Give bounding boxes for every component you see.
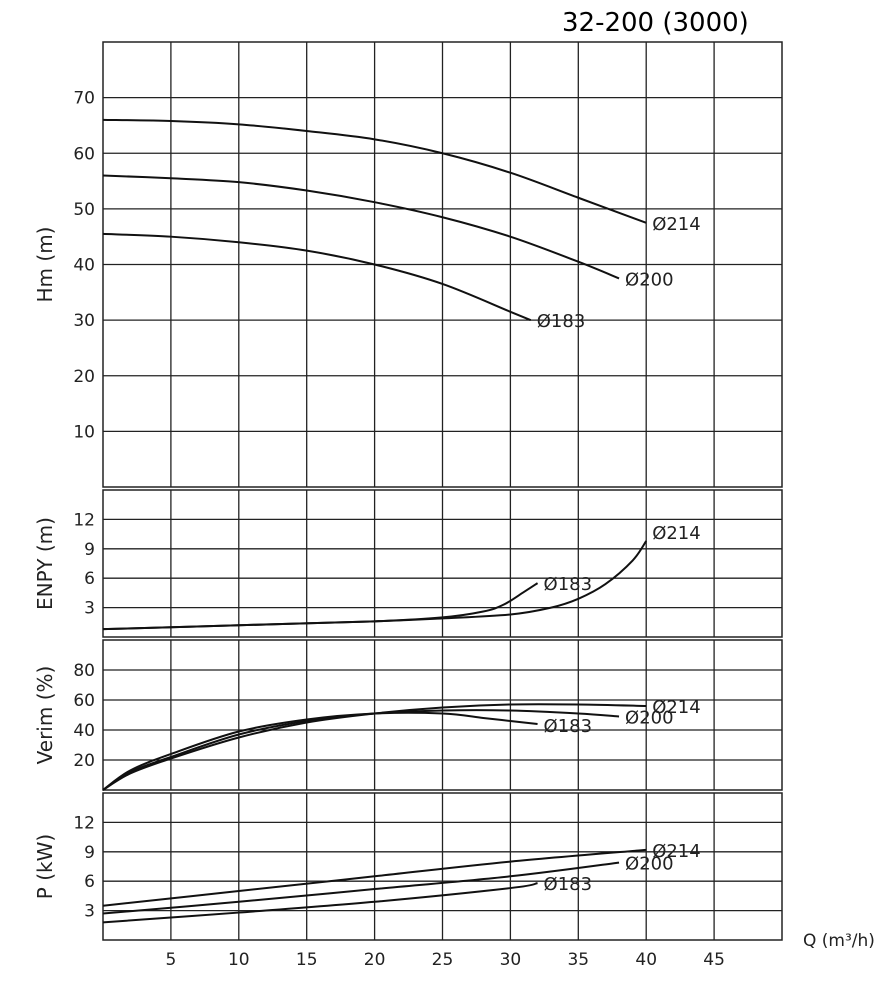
series-label: Ø183 xyxy=(537,311,586,332)
y-axis-label-power: P (kW) xyxy=(33,834,57,899)
y-tick-label: 20 xyxy=(73,751,95,771)
y-tick-label: 3 xyxy=(84,902,95,922)
y-tick-label: 12 xyxy=(73,510,95,530)
chart-title: 32-200 (3000) xyxy=(562,8,749,38)
y-tick-label: 12 xyxy=(73,813,95,833)
series-label: Ø183 xyxy=(544,574,593,595)
y-tick-label: 60 xyxy=(73,691,95,711)
x-tick-label: 25 xyxy=(432,950,454,970)
y-tick-label: 80 xyxy=(73,661,95,681)
y-axis-label-eff: Verim (%) xyxy=(33,666,57,765)
series-line-hm-d183 xyxy=(102,232,532,322)
series-label: Ø200 xyxy=(625,269,674,290)
y-tick-label: 9 xyxy=(84,540,95,560)
series-label: Ø183 xyxy=(544,874,593,895)
x-tick-label: 15 xyxy=(296,950,318,970)
y-tick-label: 3 xyxy=(84,599,95,619)
series-label: Ø200 xyxy=(625,708,674,729)
series-line-power-d183 xyxy=(102,882,538,924)
y-axis-label-npsh: ENPY (m) xyxy=(33,517,57,610)
y-tick-label: 6 xyxy=(84,872,95,892)
series-label: Ø214 xyxy=(652,841,701,862)
y-tick-label: 9 xyxy=(84,843,95,863)
x-tick-label: 30 xyxy=(500,950,522,970)
x-tick-label: 35 xyxy=(567,950,589,970)
series-line-power-d200 xyxy=(102,861,620,915)
series-label: Ø200 xyxy=(625,854,674,875)
y-tick-label: 40 xyxy=(73,256,95,276)
y-tick-label: 10 xyxy=(73,422,95,442)
y-tick-label: 30 xyxy=(73,311,95,331)
x-tick-label: 45 xyxy=(703,950,725,970)
y-axis-label-hm: Hm (m) xyxy=(33,227,57,303)
x-tick-label: 20 xyxy=(364,950,386,970)
x-tick-label: 5 xyxy=(165,950,176,970)
series-line-power-d214 xyxy=(102,848,647,907)
y-tick-label: 6 xyxy=(84,569,95,589)
y-tick-label: 50 xyxy=(73,200,95,220)
y-tick-label: 20 xyxy=(73,367,95,387)
series-line-hm-d214 xyxy=(102,118,647,224)
series-label: Ø214 xyxy=(652,697,701,718)
y-tick-label: 40 xyxy=(73,721,95,741)
series-label: Ø214 xyxy=(652,523,701,544)
series-line-eff-d183 xyxy=(102,711,538,791)
series-line-hm-d200 xyxy=(102,174,620,280)
y-tick-label: 70 xyxy=(73,89,95,109)
x-tick-label: 10 xyxy=(228,950,250,970)
x-tick-label: 40 xyxy=(635,950,657,970)
series-label: Ø183 xyxy=(544,716,593,737)
y-tick-label: 60 xyxy=(73,144,95,164)
x-axis-label: Q (m³/h) xyxy=(803,931,875,951)
series-line-npsh-d183 xyxy=(102,582,539,631)
series-label: Ø214 xyxy=(652,214,701,235)
